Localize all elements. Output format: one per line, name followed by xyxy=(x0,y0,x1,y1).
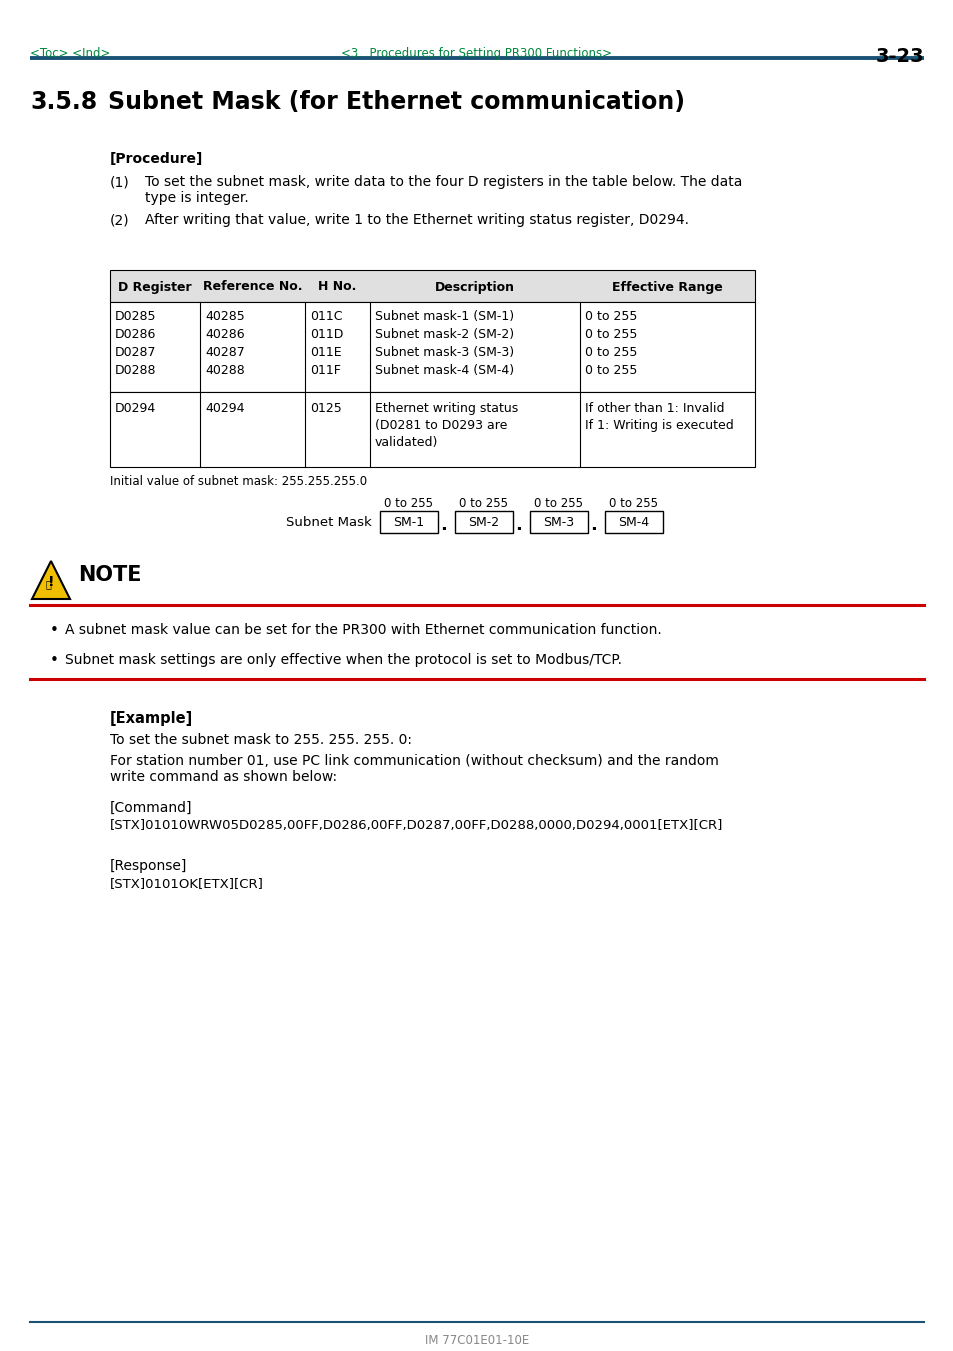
Text: A subnet mask value can be set for the PR300 with Ethernet communication functio: A subnet mask value can be set for the P… xyxy=(65,623,661,638)
Text: <Toc> <Ind>: <Toc> <Ind> xyxy=(30,47,111,59)
Text: [Procedure]: [Procedure] xyxy=(110,153,203,166)
Text: 0 to 255: 0 to 255 xyxy=(609,497,658,509)
Text: •: • xyxy=(50,653,59,667)
Text: .: . xyxy=(589,516,597,534)
Text: Reference No.: Reference No. xyxy=(203,281,302,293)
Text: Description: Description xyxy=(435,281,515,293)
Text: D0286: D0286 xyxy=(115,328,156,340)
Text: To set the subnet mask to 255. 255. 255. 0:: To set the subnet mask to 255. 255. 255.… xyxy=(110,734,412,747)
Text: Subnet Mask (for Ethernet communication): Subnet Mask (for Ethernet communication) xyxy=(108,91,684,113)
Text: !: ! xyxy=(48,576,54,589)
Text: For station number 01, use PC link communication (without checksum) and the rand: For station number 01, use PC link commu… xyxy=(110,754,719,767)
Text: [STX]01010WRW05D0285,00FF,D0286,00FF,D0287,00FF,D0288,0000,D0294,0001[ETX][CR]: [STX]01010WRW05D0285,00FF,D0286,00FF,D02… xyxy=(110,819,722,832)
Text: 011E: 011E xyxy=(310,346,341,359)
Text: Subnet mask-3 (SM-3): Subnet mask-3 (SM-3) xyxy=(375,346,514,359)
Text: To set the subnet mask, write data to the four D registers in the table below. T: To set the subnet mask, write data to th… xyxy=(145,176,741,189)
Bar xyxy=(110,392,754,467)
Text: D0294: D0294 xyxy=(115,403,156,415)
Text: D0285: D0285 xyxy=(115,309,156,323)
Text: 011D: 011D xyxy=(310,328,343,340)
Text: 40294: 40294 xyxy=(205,403,244,415)
Text: [Command]: [Command] xyxy=(110,801,193,815)
Text: 0 to 255: 0 to 255 xyxy=(384,497,433,509)
Text: 40285: 40285 xyxy=(205,309,245,323)
Text: Subnet mask-2 (SM-2): Subnet mask-2 (SM-2) xyxy=(375,328,514,340)
Text: type is integer.: type is integer. xyxy=(145,190,249,205)
Text: 3.5.8: 3.5.8 xyxy=(30,91,97,113)
Text: If 1: Writing is executed: If 1: Writing is executed xyxy=(584,419,733,432)
Text: (1): (1) xyxy=(110,176,130,189)
Bar xyxy=(110,270,754,303)
Text: [Example]: [Example] xyxy=(110,711,193,725)
Text: SM-1: SM-1 xyxy=(393,516,424,528)
Text: ✋: ✋ xyxy=(45,580,51,589)
Text: 0 to 255: 0 to 255 xyxy=(584,346,637,359)
Text: write command as shown below:: write command as shown below: xyxy=(110,770,336,784)
Text: SM-2: SM-2 xyxy=(468,516,499,528)
Text: 0 to 255: 0 to 255 xyxy=(459,497,508,509)
Text: 40287: 40287 xyxy=(205,346,245,359)
Bar xyxy=(530,511,587,534)
Text: If other than 1: Invalid: If other than 1: Invalid xyxy=(584,403,723,415)
Text: NOTE: NOTE xyxy=(78,565,141,585)
Text: D0287: D0287 xyxy=(115,346,156,359)
Text: 0 to 255: 0 to 255 xyxy=(584,363,637,377)
Bar xyxy=(455,511,513,534)
Text: Effective Range: Effective Range xyxy=(612,281,722,293)
Text: 40288: 40288 xyxy=(205,363,245,377)
Text: Subnet mask settings are only effective when the protocol is set to Modbus/TCP.: Subnet mask settings are only effective … xyxy=(65,653,621,667)
Text: 0125: 0125 xyxy=(310,403,341,415)
Text: After writing that value, write 1 to the Ethernet writing status register, D0294: After writing that value, write 1 to the… xyxy=(145,213,688,227)
Text: Subnet mask-4 (SM-4): Subnet mask-4 (SM-4) xyxy=(375,363,514,377)
Text: SM-4: SM-4 xyxy=(618,516,649,528)
Text: IM 77C01E01-10E: IM 77C01E01-10E xyxy=(424,1333,529,1347)
Text: <3.  Procedures for Setting PR300 Functions>: <3. Procedures for Setting PR300 Functio… xyxy=(341,47,612,59)
Text: Subnet Mask: Subnet Mask xyxy=(286,516,372,528)
Text: 011C: 011C xyxy=(310,309,342,323)
Text: D Register: D Register xyxy=(118,281,192,293)
Text: validated): validated) xyxy=(375,436,438,449)
Text: 0 to 255: 0 to 255 xyxy=(584,309,637,323)
Bar xyxy=(604,511,662,534)
Text: [STX]0101OK[ETX][CR]: [STX]0101OK[ETX][CR] xyxy=(110,877,264,890)
Bar xyxy=(110,303,754,392)
Text: 3-23: 3-23 xyxy=(875,47,923,66)
Text: 011F: 011F xyxy=(310,363,340,377)
Text: 40286: 40286 xyxy=(205,328,244,340)
Text: Subnet mask-1 (SM-1): Subnet mask-1 (SM-1) xyxy=(375,309,514,323)
Text: Initial value of subnet mask: 255.255.255.0: Initial value of subnet mask: 255.255.25… xyxy=(110,476,367,488)
Text: (2): (2) xyxy=(110,213,130,227)
Text: [Response]: [Response] xyxy=(110,859,187,873)
Text: •: • xyxy=(50,623,59,638)
Text: 0 to 255: 0 to 255 xyxy=(534,497,583,509)
Polygon shape xyxy=(32,561,70,598)
Text: SM-3: SM-3 xyxy=(543,516,574,528)
Text: Ethernet writing status: Ethernet writing status xyxy=(375,403,517,415)
Text: .: . xyxy=(515,516,521,534)
Text: .: . xyxy=(439,516,446,534)
Text: D0288: D0288 xyxy=(115,363,156,377)
Text: (D0281 to D0293 are: (D0281 to D0293 are xyxy=(375,419,507,432)
Text: H No.: H No. xyxy=(318,281,356,293)
Text: 0 to 255: 0 to 255 xyxy=(584,328,637,340)
Bar xyxy=(379,511,437,534)
